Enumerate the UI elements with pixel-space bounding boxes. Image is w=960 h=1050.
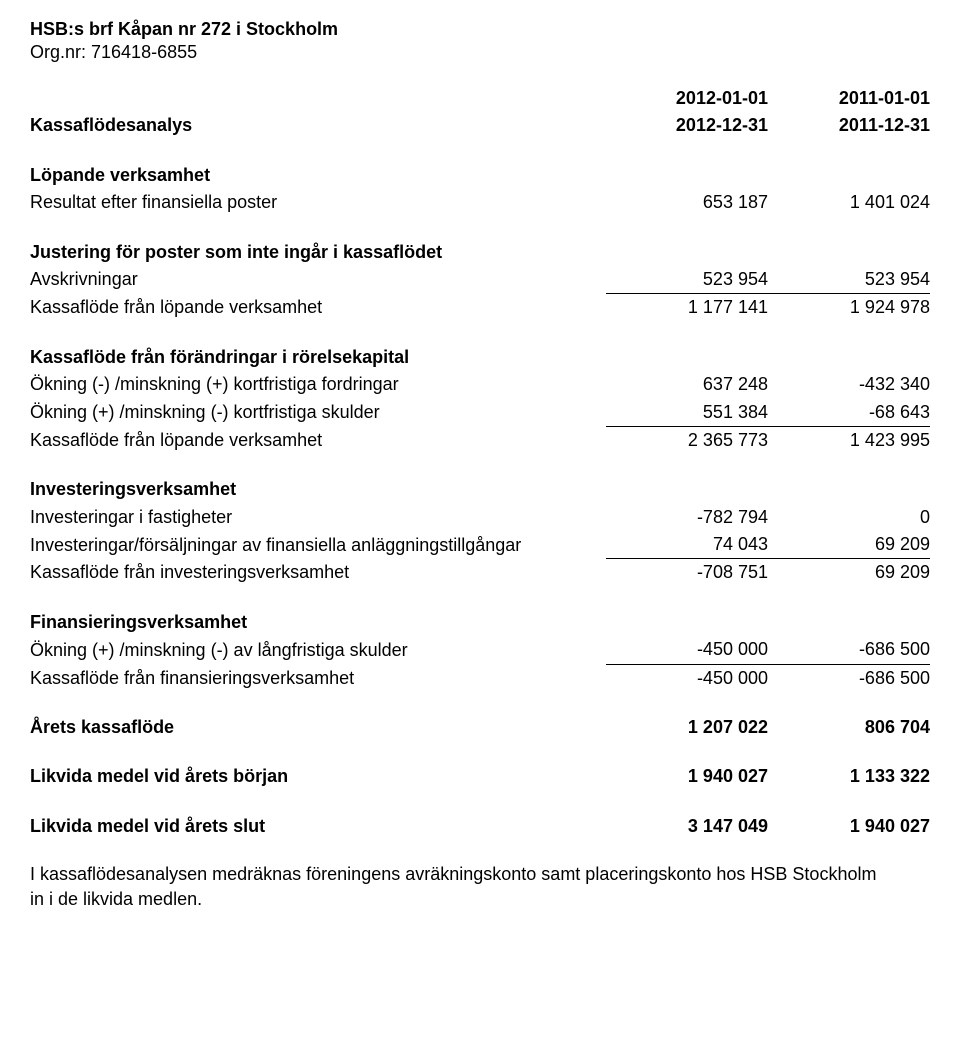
row-arets-kassaflode: Årets kassaflöde 1 207 022 806 704 — [30, 714, 930, 741]
row-inv-fastigheter: Investeringar i fastigheter -782 794 0 — [30, 504, 930, 531]
okn-skul-v2: -68 643 — [768, 399, 930, 427]
likv-slut-v2: 1 940 027 — [768, 813, 930, 840]
likv-slut-v1: 3 147 049 — [606, 813, 768, 840]
okn-ford-label: Ökning (-) /minskning (+) kortfristiga f… — [30, 371, 606, 398]
kf-inv-v2: 69 209 — [768, 559, 930, 587]
period-col2-top: 2011-01-01 — [768, 85, 930, 112]
avskr-v2: 523 954 — [768, 266, 930, 294]
period-row-top: 2012-01-01 2011-01-01 — [30, 85, 930, 112]
kf-fin-v1: -450 000 — [606, 664, 768, 692]
okn-lang-label: Ökning (+) /minskning (-) av långfristig… — [30, 636, 606, 664]
okn-skul-label: Ökning (+) /minskning (-) kortfristiga s… — [30, 399, 606, 427]
okn-lang-v1: -450 000 — [606, 636, 768, 664]
kf-lopande1-v1: 1 177 141 — [606, 294, 768, 322]
cashflow-table: 2012-01-01 2011-01-01 Kassaflödesanalys … — [30, 63, 930, 840]
footnote-line2: in i de likvida medlen. — [30, 889, 202, 909]
section-invest-title: Investeringsverksamhet — [30, 476, 606, 503]
row-okn-skulder: Ökning (+) /minskning (-) kortfristiga s… — [30, 399, 930, 427]
row-okn-fordringar: Ökning (-) /minskning (+) kortfristiga f… — [30, 371, 930, 398]
likv-start-v1: 1 940 027 — [606, 763, 768, 790]
report-title: Kassaflödesanalys — [30, 112, 606, 139]
row-avskrivningar: Avskrivningar 523 954 523 954 — [30, 266, 930, 294]
kf-lopande2-v2: 1 423 995 — [768, 426, 930, 454]
inv-fin-v1: 74 043 — [606, 531, 768, 559]
avskr-v1: 523 954 — [606, 266, 768, 294]
org-nr: Org.nr: 716418-6855 — [30, 41, 930, 64]
arets-v1: 1 207 022 — [606, 714, 768, 741]
section-fin-title: Finansieringsverksamhet — [30, 609, 606, 636]
okn-skul-v1: 551 384 — [606, 399, 768, 427]
kf-fin-v2: -686 500 — [768, 664, 930, 692]
org-name: HSB:s brf Kåpan nr 272 i Stockholm — [30, 18, 930, 41]
row-kf-lopande-1: Kassaflöde från löpande verksamhet 1 177… — [30, 294, 930, 322]
period-col1-top: 2012-01-01 — [606, 85, 768, 112]
arets-label: Årets kassaflöde — [30, 714, 606, 741]
inv-fin-label: Investeringar/försäljningar av finansiel… — [30, 531, 606, 559]
inv-fast-v2: 0 — [768, 504, 930, 531]
section-forandr-title: Kassaflöde från förändringar i rörelseka… — [30, 344, 606, 371]
kf-lopande1-label: Kassaflöde från löpande verksamhet — [30, 294, 606, 322]
kf-lopande1-v2: 1 924 978 — [768, 294, 930, 322]
period-col2-bot: 2011-12-31 — [768, 112, 930, 139]
result-v2: 1 401 024 — [768, 189, 930, 216]
okn-ford-v1: 637 248 — [606, 371, 768, 398]
section-justering-title: Justering för poster som inte ingår i ka… — [30, 239, 606, 266]
row-likvida-start: Likvida medel vid årets början 1 940 027… — [30, 763, 930, 790]
avskr-label: Avskrivningar — [30, 266, 606, 294]
row-inv-finansiella: Investeringar/försäljningar av finansiel… — [30, 531, 930, 559]
likv-start-v2: 1 133 322 — [768, 763, 930, 790]
okn-ford-v2: -432 340 — [768, 371, 930, 398]
footnote-line1: I kassaflödesanalysen medräknas förening… — [30, 864, 876, 884]
result-label: Resultat efter finansiella poster — [30, 189, 606, 216]
inv-fin-v2: 69 209 — [768, 531, 930, 559]
okn-lang-v2: -686 500 — [768, 636, 930, 664]
row-okn-langfristiga: Ökning (+) /minskning (-) av långfristig… — [30, 636, 930, 664]
section-lopande-title: Löpande verksamhet — [30, 162, 606, 189]
footnote: I kassaflödesanalysen medräknas förening… — [30, 862, 930, 911]
row-kf-invest: Kassaflöde från investeringsverksamhet -… — [30, 559, 930, 587]
kf-lopande2-v1: 2 365 773 — [606, 426, 768, 454]
period-col1-bot: 2012-12-31 — [606, 112, 768, 139]
result-v1: 653 187 — [606, 189, 768, 216]
kf-inv-v1: -708 751 — [606, 559, 768, 587]
row-kf-fin: Kassaflöde från finansieringsverksamhet … — [30, 664, 930, 692]
kf-lopande2-label: Kassaflöde från löpande verksamhet — [30, 426, 606, 454]
kf-fin-label: Kassaflöde från finansieringsverksamhet — [30, 664, 606, 692]
likv-start-label: Likvida medel vid årets början — [30, 763, 606, 790]
likv-slut-label: Likvida medel vid årets slut — [30, 813, 606, 840]
row-likvida-slut: Likvida medel vid årets slut 3 147 049 1… — [30, 813, 930, 840]
period-row-bot: Kassaflödesanalys 2012-12-31 2011-12-31 — [30, 112, 930, 139]
kf-inv-label: Kassaflöde från investeringsverksamhet — [30, 559, 606, 587]
inv-fast-v1: -782 794 — [606, 504, 768, 531]
row-result: Resultat efter finansiella poster 653 18… — [30, 189, 930, 216]
inv-fast-label: Investeringar i fastigheter — [30, 504, 606, 531]
row-kf-lopande-2: Kassaflöde från löpande verksamhet 2 365… — [30, 426, 930, 454]
arets-v2: 806 704 — [768, 714, 930, 741]
